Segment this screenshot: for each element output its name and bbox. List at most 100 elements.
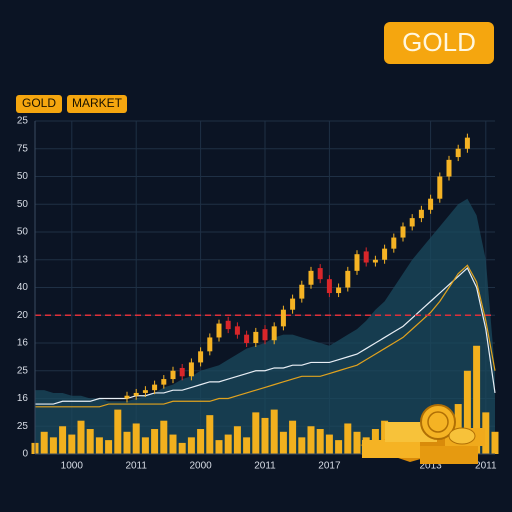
- candle-body: [124, 395, 130, 399]
- candle-body: [409, 218, 415, 227]
- candle-body: [400, 226, 406, 238]
- candle-body: [142, 390, 148, 393]
- candle-body: [363, 251, 369, 263]
- volume-bar: [252, 412, 260, 454]
- candle-body: [464, 137, 470, 149]
- candle-body: [345, 270, 351, 288]
- volume-bar: [381, 420, 389, 454]
- candle-body: [207, 337, 213, 352]
- volume-bar: [187, 437, 195, 454]
- volume-bar: [86, 429, 94, 454]
- volume-bar: [224, 434, 232, 454]
- y-tick-label: 20: [17, 310, 29, 321]
- candle-body: [280, 309, 286, 327]
- volume-bar: [68, 434, 76, 454]
- candle-body: [188, 362, 194, 377]
- tag: MARKET: [72, 96, 123, 110]
- volume-bar: [123, 431, 131, 454]
- volume-bar: [206, 415, 214, 454]
- volume-bar: [132, 423, 140, 454]
- y-tick-label: 16: [17, 393, 29, 404]
- candle-body: [271, 326, 277, 341]
- candle-body: [354, 254, 360, 271]
- volume-bar: [344, 423, 352, 454]
- tag-box: [16, 95, 62, 113]
- volume-bar: [491, 431, 499, 454]
- volume-bar: [169, 434, 177, 454]
- candle-body: [308, 270, 314, 285]
- volume-bar: [463, 370, 471, 454]
- candle-body: [152, 384, 158, 391]
- volume-bar: [325, 434, 333, 454]
- volume-bar: [49, 437, 57, 454]
- y-tick-label: 25: [17, 421, 29, 432]
- volume-bar: [279, 431, 287, 454]
- y-tick-label: 16: [17, 338, 29, 349]
- volume-bar: [114, 409, 122, 454]
- candle-body: [391, 237, 397, 249]
- candle-body: [161, 379, 167, 385]
- x-tick-label: 2017: [318, 461, 341, 472]
- volume-bar: [335, 440, 343, 454]
- badge-box: [384, 22, 494, 64]
- volume-bar: [233, 426, 241, 454]
- volume-bar: [270, 409, 278, 454]
- candle-body: [170, 370, 176, 380]
- x-tick-label: 2011: [254, 461, 276, 472]
- volume-bar: [307, 426, 315, 454]
- candle-body: [382, 248, 388, 260]
- candle-body: [299, 284, 305, 299]
- volume-bar: [141, 437, 149, 454]
- tag-box: [67, 95, 127, 113]
- line: [35, 264, 496, 408]
- candle-body: [455, 148, 461, 158]
- volume-bar: [482, 412, 490, 454]
- area: [35, 198, 495, 454]
- volume-bar: [298, 437, 306, 454]
- volume-bar: [473, 345, 481, 454]
- candle-body: [244, 334, 250, 343]
- y-tick-label: 75: [17, 143, 29, 154]
- candle-body: [372, 259, 378, 263]
- volume-bar: [40, 431, 48, 454]
- candle-body: [446, 159, 452, 177]
- y-tick-label: 25: [17, 116, 29, 127]
- badge: GOLD: [402, 27, 476, 57]
- candle-body: [290, 298, 296, 310]
- y-tick-label: 13: [17, 254, 29, 265]
- y-tick-label: 0: [22, 449, 28, 460]
- volume-bar: [77, 420, 85, 454]
- volume-bar: [59, 426, 67, 454]
- candle-body: [179, 367, 185, 377]
- candle-body: [418, 209, 424, 219]
- x-tick-label: 2011: [475, 461, 497, 472]
- volume-bar: [243, 437, 251, 454]
- gold-bars-illustration: [360, 404, 485, 464]
- y-tick-label: 40: [17, 282, 29, 293]
- candle-body: [234, 326, 240, 335]
- candle-body: [428, 198, 434, 210]
- candle-body: [133, 392, 139, 396]
- candle-body: [317, 268, 323, 280]
- volume-bar: [289, 420, 297, 454]
- candle-body: [225, 320, 231, 330]
- candle-body: [216, 323, 222, 338]
- y-tick-label: 50: [17, 227, 29, 238]
- volume-bar: [151, 429, 159, 454]
- line: [35, 267, 496, 405]
- volume-bar: [215, 440, 223, 454]
- candle-body: [198, 351, 204, 363]
- x-tick-label: 2000: [189, 461, 212, 472]
- volume-bar: [105, 440, 113, 454]
- x-tick-label: 2013: [419, 461, 442, 472]
- volume-bar: [197, 429, 205, 454]
- candle-body: [262, 329, 268, 341]
- candle-body: [336, 287, 342, 294]
- tag: GOLD: [22, 96, 56, 110]
- volume-bar: [353, 431, 361, 454]
- y-tick-label: 50: [17, 199, 29, 210]
- volume-bar: [316, 429, 324, 454]
- candle-body: [437, 176, 443, 199]
